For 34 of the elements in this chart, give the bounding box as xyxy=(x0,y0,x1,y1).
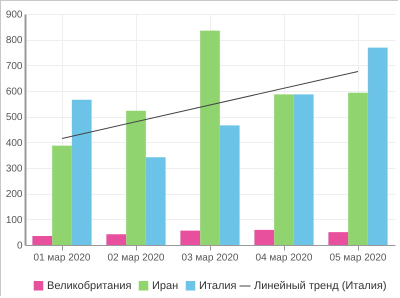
legend-label: Италия xyxy=(199,280,236,292)
bar xyxy=(328,232,348,245)
x-tick-label: 04 мар 2020 xyxy=(256,252,313,264)
bar xyxy=(200,30,220,245)
x-tick-label: 05 мар 2020 xyxy=(330,252,387,264)
legend-label: Иран xyxy=(152,280,178,292)
x-tick-label: 01 мар 2020 xyxy=(34,252,91,264)
bar xyxy=(72,100,92,245)
y-tick-label: 300 xyxy=(6,164,23,174)
bar xyxy=(368,48,388,245)
y-tick-label: 100 xyxy=(6,214,23,226)
y-tick-label: 600 xyxy=(6,86,23,98)
y-tick-label: 500 xyxy=(6,112,23,124)
y-tick-label: 400 xyxy=(6,138,23,149)
bar xyxy=(32,236,52,245)
x-tick-label: 02 мар 2020 xyxy=(108,252,165,264)
y-tick-label: 900 xyxy=(6,10,23,20)
bar xyxy=(220,125,240,245)
y-tick-label: 0 xyxy=(16,240,23,252)
bar xyxy=(106,234,126,245)
bar xyxy=(52,146,72,245)
bar xyxy=(348,92,368,245)
y-tick-label: 700 xyxy=(6,60,23,72)
bar xyxy=(126,110,146,245)
legend-label: Великобритания xyxy=(47,280,132,292)
bar xyxy=(274,94,294,245)
bar xyxy=(180,230,200,245)
legend-label: Линейный тренд (Италия) xyxy=(254,280,386,292)
x-tick-label: 03 мар 2020 xyxy=(182,252,239,264)
bar xyxy=(146,157,166,245)
y-tick-label: 200 xyxy=(6,189,23,200)
bar xyxy=(254,230,274,245)
bar xyxy=(294,94,314,245)
y-tick-label: 800 xyxy=(6,35,23,46)
